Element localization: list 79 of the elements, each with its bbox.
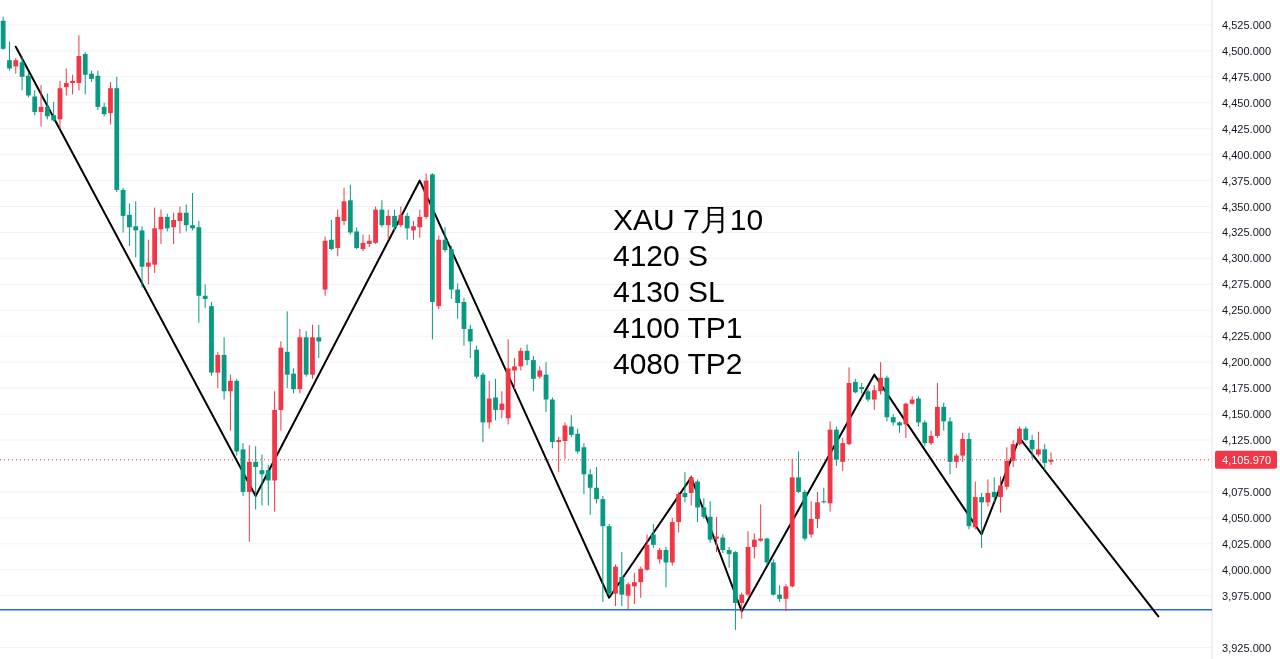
y-tick-label: 4,325.000 (1222, 226, 1271, 239)
y-tick-label: 4,500.000 (1222, 44, 1271, 57)
candlestick (1017, 426, 1022, 446)
candlestick (707, 500, 713, 544)
candlestick (739, 592, 745, 620)
candlestick (638, 566, 644, 599)
candlestick (385, 209, 391, 241)
candlestick (587, 468, 593, 516)
candlestick (265, 464, 271, 506)
candlestick (1042, 443, 1048, 471)
annotation: 4130 SL (613, 275, 725, 308)
candlestick (903, 402, 909, 439)
y-tick-label: 4,475.000 (1222, 70, 1271, 83)
candlestick (808, 500, 814, 539)
annotation: XAU 7月10 (613, 203, 764, 236)
candlestick (32, 89, 38, 116)
y-tick-label: 3,975.000 (1222, 589, 1271, 602)
candlestick (404, 212, 410, 241)
candlestick (979, 492, 984, 549)
candlestick (594, 466, 599, 504)
y-tick-label: 4,225.000 (1222, 330, 1271, 343)
candlestick (815, 491, 820, 529)
candlestick (701, 497, 707, 520)
candlestick (398, 206, 404, 228)
candlestick (840, 437, 846, 472)
candlestick (63, 67, 69, 96)
candlestick (7, 41, 12, 72)
y-tick-label: 4,200.000 (1222, 356, 1271, 369)
candlestick (650, 523, 656, 549)
candlestick (486, 380, 492, 430)
annotation: 4100 TP1 (613, 311, 743, 344)
candlestick (991, 476, 997, 503)
candlestick (499, 390, 505, 419)
candlestick (720, 533, 726, 554)
candlestick (202, 283, 208, 309)
candlestick (493, 378, 498, 421)
annotation: 4080 TP2 (613, 347, 743, 380)
candlestick (228, 374, 233, 432)
y-tick-label: 4,450.000 (1222, 96, 1271, 109)
y-tick-label: 4,175.000 (1222, 382, 1271, 395)
candlestick (183, 203, 189, 232)
y-tick-label: 4,050.000 (1222, 511, 1271, 524)
y-tick-label: 4,125.000 (1222, 434, 1271, 447)
candlestick (70, 74, 75, 95)
candlestick (796, 450, 801, 494)
candlestick (392, 209, 397, 231)
candlestick (329, 219, 334, 251)
y-tick-label: 4,025.000 (1222, 537, 1271, 550)
candlestick (253, 445, 259, 511)
annotation: 4120 S (613, 239, 709, 272)
candlestick (26, 72, 31, 99)
candlestick (922, 419, 928, 447)
y-tick-label: 4,525.000 (1222, 18, 1271, 31)
y-tick-label: 4,000.000 (1222, 563, 1271, 576)
candlestick (714, 516, 719, 553)
y-tick-label: 4,425.000 (1222, 122, 1271, 135)
candlestick (455, 282, 461, 320)
candlestick (941, 402, 947, 432)
candlestick (688, 474, 694, 506)
candlestick (316, 324, 322, 359)
candlestick (916, 395, 921, 428)
y-tick-label: 3,925.000 (1222, 641, 1271, 654)
candlestick (531, 355, 536, 392)
ref-line-label: 4,105.970 (1222, 453, 1271, 466)
candlestick (171, 212, 176, 245)
y-tick-label: 4,400.000 (1222, 148, 1271, 161)
candlestick (1036, 431, 1041, 458)
y-tick-label: 4,250.000 (1222, 304, 1271, 317)
candlestick (632, 572, 637, 605)
candlestick (518, 347, 524, 371)
candlestick (467, 324, 473, 359)
y-tick-label: 4,150.000 (1222, 408, 1271, 421)
y-tick-label: 4,350.000 (1222, 200, 1271, 213)
y-tick-label: 4,075.000 (1222, 485, 1271, 498)
y-tick-label: 4,300.000 (1222, 252, 1271, 265)
y-tick-label: 4,375.000 (1222, 174, 1271, 187)
candlestick (619, 551, 625, 607)
candlestick (215, 351, 221, 389)
y-tick-label: 4,275.000 (1222, 278, 1271, 291)
